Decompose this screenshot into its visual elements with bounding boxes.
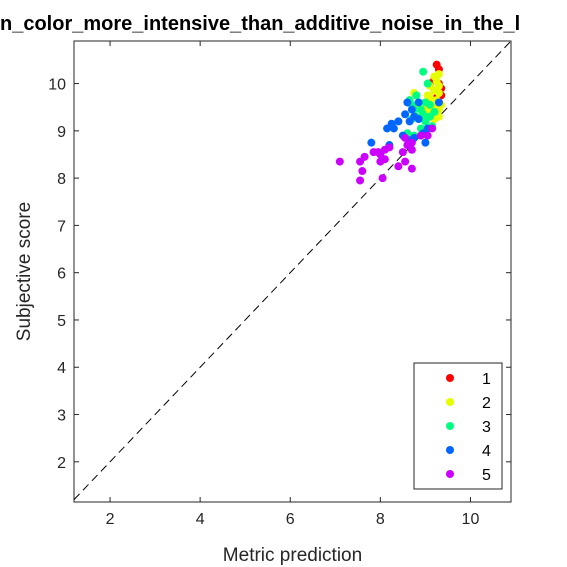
data-point: [425, 100, 434, 109]
data-point: [376, 157, 385, 166]
data-point: [383, 124, 392, 133]
legend-label: 2: [482, 395, 491, 412]
data-point: [434, 89, 443, 98]
legend-label: 5: [482, 467, 491, 484]
y-tick-label: 9: [57, 124, 66, 141]
data-point: [421, 117, 430, 126]
data-point: [401, 157, 410, 166]
data-point: [358, 167, 367, 176]
x-tick-label: 4: [196, 511, 205, 528]
legend-box: [413, 362, 503, 490]
chart-title: n_color_more_intensive_than_additive_noi…: [0, 13, 520, 35]
data-point: [423, 131, 432, 140]
data-point: [401, 110, 410, 119]
y-tick-label: 2: [57, 455, 66, 472]
legend-marker: [446, 446, 454, 454]
data-point: [369, 148, 378, 157]
legend-marker: [446, 422, 454, 430]
y-tick-label: 10: [48, 77, 66, 94]
y-tick-label: 7: [57, 218, 66, 235]
data-point: [430, 107, 439, 116]
data-point: [367, 138, 376, 147]
y-tick-label: 3: [57, 408, 66, 425]
data-point: [356, 157, 365, 166]
legend-label: 3: [482, 419, 491, 436]
series-5: [335, 124, 437, 185]
data-point: [356, 176, 365, 185]
x-tick-label: 2: [106, 511, 115, 528]
data-point: [335, 157, 344, 166]
legend-label: 1: [482, 371, 491, 388]
x-axis-label: Metric prediction: [223, 545, 362, 566]
legend-marker: [446, 470, 454, 478]
y-tick-label: 5: [57, 313, 66, 330]
data-point: [407, 145, 416, 154]
data-point: [398, 148, 407, 157]
data-point: [419, 67, 428, 76]
y-tick-label: 6: [57, 266, 66, 283]
legend-marker: [446, 398, 454, 406]
data-point: [428, 124, 437, 133]
data-point: [414, 98, 423, 107]
data-point: [394, 162, 403, 171]
x-tick-label: 6: [286, 511, 295, 528]
data-point: [421, 138, 430, 147]
data-point: [423, 79, 432, 88]
data-point: [414, 115, 423, 124]
x-tick-label: 10: [462, 511, 480, 528]
data-point: [412, 91, 421, 100]
y-tick-label: 8: [57, 171, 66, 188]
data-point: [403, 98, 412, 107]
data-point: [416, 131, 425, 140]
y-tick-label: 4: [57, 360, 66, 377]
data-points: [335, 60, 446, 185]
legend-marker: [446, 374, 454, 382]
legend-label: 4: [482, 443, 491, 460]
x-tick-label: 8: [376, 511, 385, 528]
data-point: [434, 98, 443, 107]
data-point: [407, 164, 416, 173]
data-point: [378, 174, 387, 183]
axis-ticks: 2 4 6 8 10 2 3 4 5 6 7 8 9 10: [48, 41, 511, 528]
y-axis-label: Subjective score: [14, 202, 35, 341]
data-point: [401, 133, 410, 142]
legend: 1 2 3 4 5: [413, 362, 503, 490]
data-point: [407, 105, 416, 114]
data-point: [405, 117, 414, 126]
data-point: [389, 124, 398, 133]
data-point: [394, 117, 403, 126]
